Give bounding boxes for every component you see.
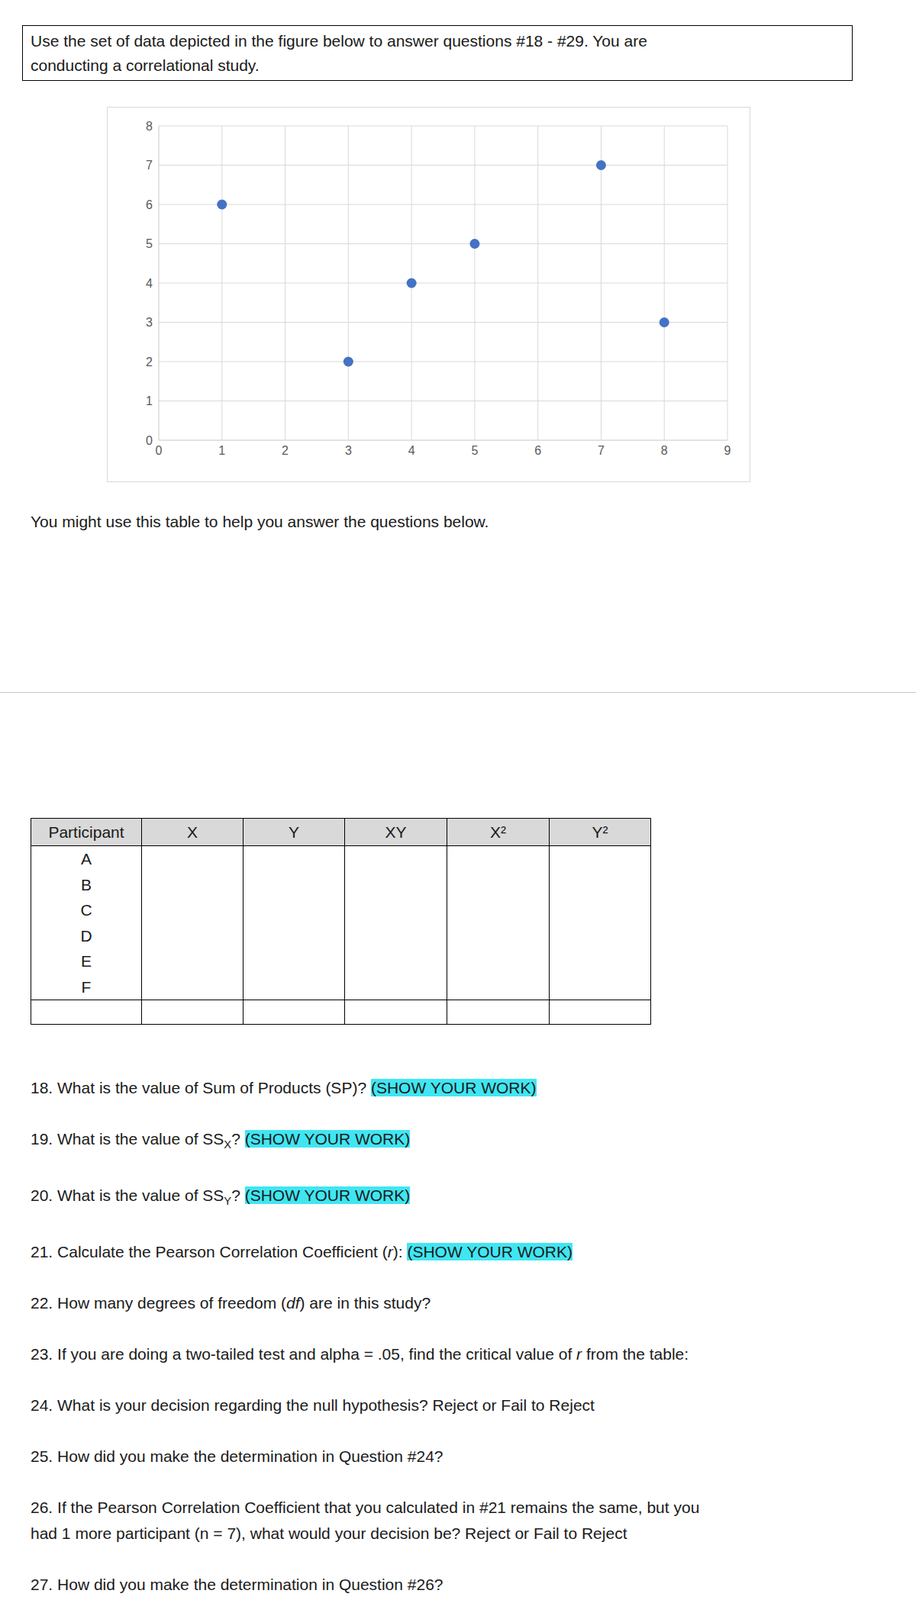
html-text:22. How many degrees of freedo: 22. How many degrees of freedom (df) are… — [30, 1294, 431, 1313]
svg-text:1: 1 — [145, 394, 153, 408]
html-text:E: E — [80, 952, 92, 971]
html-text:Y: Y — [288, 823, 300, 841]
html-text:X: X — [187, 823, 198, 841]
html-text:A: A — [80, 850, 92, 868]
html-text:27. How did you make the deter: 27. How did you make the determination i… — [30, 1576, 444, 1595]
svg-text:8: 8 — [145, 119, 153, 133]
html-text:X²: X² — [490, 823, 507, 841]
html-text:Use the set of data depicted i: Use the set of data depicted in the figu… — [30, 32, 648, 75]
html-text:26. If the Pearson Correlation: 26. If the Pearson Correlation Coefficie… — [30, 1499, 700, 1544]
html-text:20. What is the value of SSY?: 20. What is the value of SSY? (SHOW YOUR… — [30, 1187, 411, 1208]
svg-text:2: 2 — [281, 444, 289, 458]
svg-text:5: 5 — [470, 444, 478, 458]
svg-text:7: 7 — [145, 158, 153, 172]
html-text:19. What is the value of SSX?: 19. What is the value of SSX? (SHOW YOUR… — [30, 1130, 411, 1152]
svg-text:5: 5 — [145, 237, 153, 251]
svg-text:2: 2 — [145, 355, 153, 369]
html-text:B: B — [80, 875, 92, 894]
svg-text:8: 8 — [661, 444, 668, 458]
svg-text:1: 1 — [218, 444, 226, 458]
svg-text:3: 3 — [145, 316, 153, 329]
svg-text:4: 4 — [145, 277, 153, 291]
html-text:C: C — [80, 901, 93, 920]
html-text:25. How did you make the deter: 25. How did you make the determination i… — [30, 1448, 444, 1466]
html-text:21. Calculate the Pearson Corr: 21. Calculate the Pearson Correlation Co… — [30, 1243, 573, 1262]
html-text:24. What is your decision rega: 24. What is your decision regarding the … — [30, 1397, 595, 1415]
html-text:Participant: Participant — [48, 823, 125, 841]
html-text:D: D — [80, 927, 93, 945]
svg-text:6: 6 — [534, 444, 542, 458]
html-text:F: F — [81, 978, 92, 996]
svg-text:6: 6 — [145, 198, 153, 212]
svg-text:3: 3 — [345, 444, 352, 458]
svg-text:4: 4 — [408, 444, 416, 458]
svg-text:9: 9 — [724, 444, 732, 458]
html-text:XY: XY — [385, 823, 407, 841]
svg-text:7: 7 — [597, 444, 605, 458]
svg-text:0: 0 — [155, 444, 163, 458]
html-text:18. What is the value of Sum o: 18. What is the value of Sum of Products… — [30, 1079, 537, 1097]
html-text:23. If you are doing a two-tai: 23. If you are doing a two-tailed test a… — [30, 1346, 689, 1364]
html-text:Y²: Y² — [591, 823, 608, 841]
html-text:You might use this table to he: You might use this table to help you ans… — [30, 512, 489, 531]
svg-text:0: 0 — [145, 434, 153, 448]
